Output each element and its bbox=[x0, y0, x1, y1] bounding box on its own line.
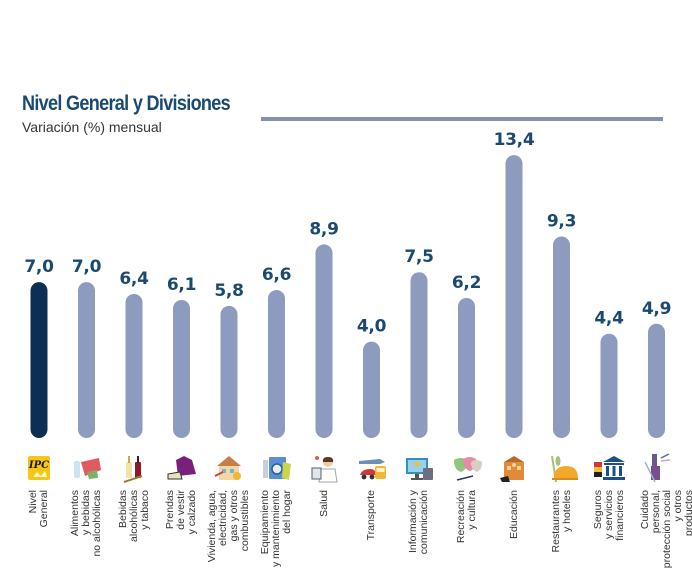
bar-7 bbox=[363, 341, 380, 438]
transport-vehicles-icon bbox=[358, 459, 386, 480]
restaurant-cloche-icon bbox=[550, 455, 578, 483]
bar-6 bbox=[315, 244, 333, 438]
value-label-12: 4,4 bbox=[594, 309, 624, 329]
theater-masks-icon bbox=[453, 457, 482, 481]
category-label-11: Restaurantes y hoteles bbox=[549, 490, 573, 553]
bar-13 bbox=[648, 323, 665, 438]
svg-text:IPC: IPC bbox=[28, 460, 49, 471]
washing-machine-icon bbox=[262, 457, 291, 480]
category-label-0: Nivel General bbox=[27, 490, 50, 528]
value-label-11: 9,3 bbox=[547, 211, 576, 231]
category-label-1: Alimentos y bebidas no alcohólicas bbox=[69, 490, 103, 557]
value-label-3: 6,1 bbox=[167, 275, 196, 295]
category-label-9: Recreación y cultura bbox=[454, 490, 478, 544]
wine-bottles-icon bbox=[123, 456, 143, 483]
value-label-13: 4,9 bbox=[642, 299, 671, 319]
bar-3 bbox=[173, 299, 190, 438]
doctor-icon bbox=[311, 456, 338, 483]
personal-care-icon bbox=[643, 453, 670, 483]
value-label-1: 7,0 bbox=[72, 257, 102, 277]
category-label-6: Salud bbox=[317, 490, 330, 517]
category-label-2: Bebidas alcohólicas y tabaco bbox=[116, 490, 151, 542]
house-icon bbox=[214, 456, 241, 480]
bar-4 bbox=[220, 305, 238, 438]
value-label-10: 13,4 bbox=[494, 130, 535, 150]
bar-0 bbox=[30, 282, 48, 438]
chart-title: Nivel General y Divisiones bbox=[22, 92, 231, 115]
category-label-3: Prendas de vestir y calzado bbox=[164, 490, 198, 535]
value-label-4: 5,8 bbox=[214, 281, 243, 301]
category-label-8: Información y comunicación bbox=[407, 490, 430, 555]
clothing-shoe-icon bbox=[167, 456, 196, 480]
value-label-5: 6,6 bbox=[262, 265, 291, 285]
bar-9 bbox=[458, 297, 475, 438]
bank-icon bbox=[594, 456, 625, 480]
bar-2 bbox=[125, 294, 143, 438]
chart-subtitle: Variación (%) mensual bbox=[22, 119, 162, 135]
value-label-6: 8,9 bbox=[309, 219, 338, 239]
school-building-icon bbox=[500, 456, 524, 482]
computer-monitor-icon bbox=[406, 458, 433, 480]
bar-8 bbox=[410, 272, 428, 438]
value-label-9: 6,2 bbox=[452, 273, 481, 293]
category-label-5: Equipamiento y mantenimiento del hogar bbox=[259, 490, 293, 568]
category-label-13: Cuidado personal, protección social y ot… bbox=[639, 490, 692, 569]
bar-11 bbox=[553, 236, 570, 438]
header-rule bbox=[261, 117, 663, 121]
category-label-12: Seguros y servicios financieros bbox=[591, 490, 626, 541]
bar-1 bbox=[78, 282, 95, 438]
value-label-2: 6,4 bbox=[119, 269, 149, 289]
category-label-7: Transporte bbox=[365, 490, 377, 541]
food-and-drink-icon bbox=[73, 458, 101, 479]
bar-12 bbox=[600, 333, 618, 438]
value-label-7: 4,0 bbox=[357, 317, 387, 337]
ipc-logo-icon: IPC bbox=[28, 456, 50, 480]
category-label-4: Vivienda, agua, electricidad, gas y otro… bbox=[206, 490, 251, 563]
value-label-8: 7,5 bbox=[404, 247, 433, 267]
value-label-0: 7,0 bbox=[24, 257, 54, 277]
bar-10 bbox=[505, 155, 523, 439]
bar-5 bbox=[268, 290, 285, 438]
category-label-10: Educación bbox=[507, 490, 520, 540]
